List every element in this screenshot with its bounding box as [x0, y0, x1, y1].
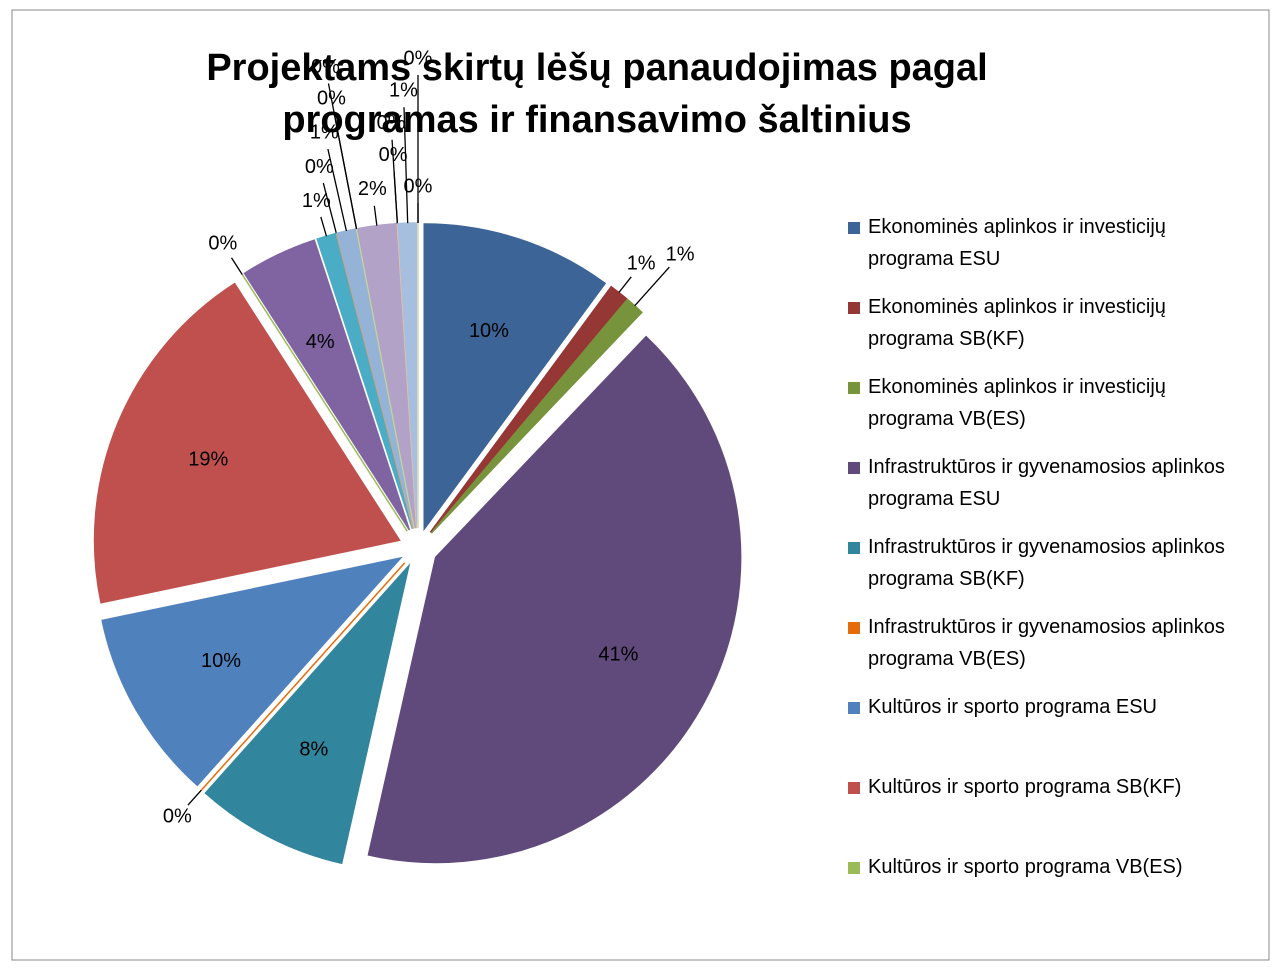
pie-slice — [430, 298, 643, 534]
legend-swatch — [848, 702, 860, 714]
legend-label: Kultūros ir sporto programa VB(ES) — [868, 856, 1183, 878]
data-label: 0% — [377, 112, 406, 134]
legend-label: Infrastruktūros ir gyvenamosios aplinkos… — [868, 456, 1225, 510]
legend-swatch — [848, 862, 860, 874]
leader-line — [322, 182, 338, 234]
data-label: 0% — [305, 156, 334, 178]
data-label: 0% — [208, 233, 237, 255]
data-label: 1% — [627, 253, 656, 275]
data-label: 41% — [598, 644, 638, 666]
data-label: 10% — [201, 650, 241, 672]
legend-label: Kultūros ir sporto programa ESU — [868, 696, 1157, 718]
leader-line — [403, 107, 409, 224]
legend-label: Ekonominės aplinkos ir investicijų progra… — [868, 296, 1166, 350]
legend-swatch — [848, 222, 860, 234]
legend-swatch — [848, 302, 860, 314]
data-label: 1% — [302, 190, 331, 212]
chart-title: Projektams skirtų lėšų panaudojimas paga… — [206, 47, 987, 141]
leader-line — [187, 789, 202, 806]
data-label: 1% — [666, 243, 695, 265]
legend-swatch — [848, 782, 860, 794]
legend-label: Infrastruktūros ir gyvenamosios aplinkos… — [868, 616, 1225, 670]
leader-line — [327, 83, 358, 229]
pie-slice — [243, 239, 411, 531]
leader-line — [391, 139, 399, 224]
leader-line — [320, 216, 328, 237]
data-label: 8% — [299, 738, 328, 760]
data-label: 19% — [188, 448, 228, 470]
pie-slice — [204, 563, 411, 865]
data-label: 0% — [163, 805, 192, 827]
leader-line — [230, 257, 243, 275]
leader-line — [373, 205, 378, 226]
pie-slice — [241, 274, 408, 532]
leader-line — [634, 266, 670, 307]
legend-label: Kultūros ir sporto programa SB(KF) — [868, 776, 1181, 798]
legend-swatch — [848, 382, 860, 394]
pie-slice — [356, 222, 417, 529]
leader-line — [618, 276, 632, 293]
pie-slice — [101, 556, 403, 787]
data-label: 0% — [311, 56, 340, 78]
legend-swatch — [848, 462, 860, 474]
legend-swatch — [848, 542, 860, 554]
pie-slice — [423, 223, 607, 532]
data-label: 4% — [306, 331, 335, 353]
legend-label: Ekonominės aplinkos ir investicijų progra… — [868, 216, 1166, 270]
pie-slice — [93, 282, 401, 604]
data-label: 1% — [389, 80, 418, 102]
pie-slice — [367, 335, 742, 864]
pie-slice — [429, 285, 628, 533]
data-label: 1% — [310, 122, 339, 144]
data-label: 10% — [469, 320, 509, 342]
data-label: 2% — [358, 178, 387, 200]
legend-label: Ekonominės aplinkos ir investicijų progra… — [868, 376, 1166, 430]
leader-line — [327, 148, 348, 232]
legend-swatch — [848, 622, 860, 634]
data-label: 0% — [404, 47, 433, 69]
legend-label: Infrastruktūros ir gyvenamosios aplinkos… — [868, 536, 1225, 590]
